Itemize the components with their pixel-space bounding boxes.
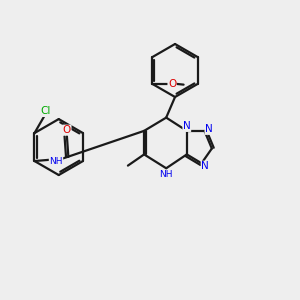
Text: N: N — [201, 161, 209, 171]
Text: Cl: Cl — [40, 106, 51, 116]
Text: O: O — [168, 79, 176, 89]
Text: O: O — [63, 125, 71, 135]
Text: N: N — [205, 124, 213, 134]
Text: N: N — [183, 122, 191, 131]
Text: NH: NH — [159, 170, 172, 179]
Text: NH: NH — [49, 157, 63, 166]
